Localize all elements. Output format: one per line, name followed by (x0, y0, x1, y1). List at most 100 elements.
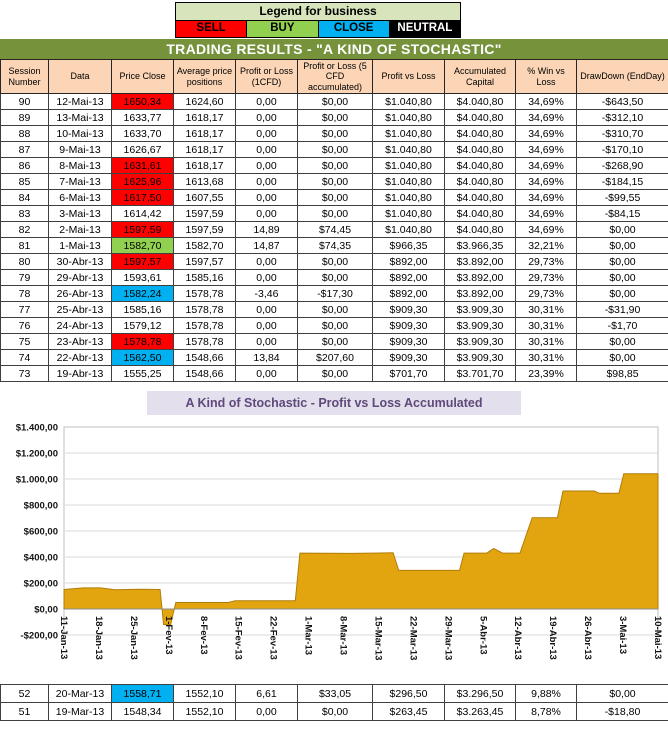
column-header[interactable]: Profit vs Loss (372, 58, 445, 95)
cell-cap[interactable]: $3.909,30 (444, 349, 516, 367)
cell-session[interactable]: 78 (0, 285, 49, 303)
cell-date[interactable]: 1-Mai-13 (48, 237, 112, 255)
cell-pl5[interactable]: $0,00 (297, 253, 373, 271)
cell-win[interactable]: 34,69% (515, 221, 577, 239)
cell-dd[interactable]: $0,00 (576, 253, 668, 271)
cell-session[interactable]: 82 (0, 221, 49, 239)
cell-cap[interactable]: $3.296,50 (444, 684, 516, 704)
cell-win[interactable]: 29,73% (515, 253, 577, 271)
cell-avg[interactable]: 1578,78 (173, 317, 236, 335)
cell-win[interactable]: 9,88% (515, 684, 577, 704)
cell-date[interactable]: 12-Mai-13 (48, 93, 112, 111)
cell-pl1[interactable]: 0,00 (235, 253, 298, 271)
cell-close[interactable]: 1562,50 (111, 349, 174, 367)
cell-close[interactable]: 1558,71 (111, 684, 174, 704)
cell-close[interactable]: 1593,61 (111, 269, 174, 287)
cell-close[interactable]: 1633,70 (111, 125, 174, 143)
column-header[interactable]: Profit or Loss (1CFD) (235, 58, 298, 95)
column-header[interactable]: Data (48, 58, 112, 95)
cell-session[interactable]: 51 (0, 702, 49, 722)
cell-date[interactable]: 13-Mai-13 (48, 109, 112, 127)
cell-session[interactable]: 90 (0, 93, 49, 111)
cell-dd[interactable]: -$184,15 (576, 173, 668, 191)
column-header[interactable]: Price Close (111, 58, 174, 95)
cell-dd[interactable]: -$310,70 (576, 125, 668, 143)
cell-cap[interactable]: $3.892,00 (444, 269, 516, 287)
cell-pvl[interactable]: $966,35 (372, 237, 445, 255)
cell-win[interactable]: 34,69% (515, 157, 577, 175)
cell-avg[interactable]: 1597,59 (173, 221, 236, 239)
cell-dd[interactable]: -$643,50 (576, 93, 668, 111)
cell-dd[interactable]: $0,00 (576, 333, 668, 351)
cell-pvl[interactable]: $892,00 (372, 269, 445, 287)
cell-close[interactable]: 1555,25 (111, 365, 174, 383)
cell-pl5[interactable]: $0,00 (297, 702, 373, 722)
cell-pl1[interactable]: -3,46 (235, 285, 298, 303)
cell-pl1[interactable]: 0,00 (235, 157, 298, 175)
cell-pl1[interactable]: 0,00 (235, 365, 298, 383)
cell-date[interactable]: 3-Mai-13 (48, 205, 112, 223)
cell-pl5[interactable]: $0,00 (297, 125, 373, 143)
cell-cap[interactable]: $3.966,35 (444, 237, 516, 255)
cell-session[interactable]: 87 (0, 141, 49, 159)
cell-pvl[interactable]: $701,70 (372, 365, 445, 383)
cell-win[interactable]: 29,73% (515, 269, 577, 287)
cell-close[interactable]: 1650,34 (111, 93, 174, 111)
cell-pl5[interactable]: $74,45 (297, 221, 373, 239)
cell-pl1[interactable]: 0,00 (235, 189, 298, 207)
cell-avg[interactable]: 1618,17 (173, 157, 236, 175)
cell-close[interactable]: 1582,24 (111, 285, 174, 303)
cell-close[interactable]: 1617,50 (111, 189, 174, 207)
cell-date[interactable]: 30-Abr-13 (48, 253, 112, 271)
cell-date[interactable]: 9-Mai-13 (48, 141, 112, 159)
cell-pvl[interactable]: $892,00 (372, 253, 445, 271)
cell-cap[interactable]: $3.909,30 (444, 317, 516, 335)
cell-win[interactable]: 30,31% (515, 301, 577, 319)
cell-pl5[interactable]: $0,00 (297, 141, 373, 159)
cell-date[interactable]: 19-Mar-13 (48, 702, 112, 722)
cell-pl5[interactable]: $207,60 (297, 349, 373, 367)
cell-pvl[interactable]: $263,45 (372, 702, 445, 722)
cell-dd[interactable]: -$268,90 (576, 157, 668, 175)
cell-avg[interactable]: 1582,70 (173, 237, 236, 255)
cell-pvl[interactable]: $1.040,80 (372, 141, 445, 159)
cell-cap[interactable]: $4.040,80 (444, 173, 516, 191)
cell-pl1[interactable]: 0,00 (235, 333, 298, 351)
cell-cap[interactable]: $3.909,30 (444, 333, 516, 351)
column-header[interactable]: % Win vs Loss (515, 58, 577, 95)
cell-date[interactable]: 25-Abr-13 (48, 301, 112, 319)
cell-win[interactable]: 8,78% (515, 702, 577, 722)
cell-pvl[interactable]: $909,30 (372, 349, 445, 367)
cell-cap[interactable]: $3.263,45 (444, 702, 516, 722)
cell-pl1[interactable]: 0,00 (235, 269, 298, 287)
cell-dd[interactable]: $0,00 (576, 285, 668, 303)
cell-cap[interactable]: $4.040,80 (444, 157, 516, 175)
cell-avg[interactable]: 1624,60 (173, 93, 236, 111)
cell-avg[interactable]: 1618,17 (173, 125, 236, 143)
cell-dd[interactable]: -$18,80 (576, 702, 668, 722)
cell-close[interactable]: 1614,42 (111, 205, 174, 223)
cell-session[interactable]: 79 (0, 269, 49, 287)
cell-date[interactable]: 8-Mai-13 (48, 157, 112, 175)
cell-date[interactable]: 24-Abr-13 (48, 317, 112, 335)
cell-pl5[interactable]: $0,00 (297, 157, 373, 175)
cell-close[interactable]: 1631,61 (111, 157, 174, 175)
cell-win[interactable]: 30,31% (515, 317, 577, 335)
cell-close[interactable]: 1625,96 (111, 173, 174, 191)
cell-dd[interactable]: $0,00 (576, 349, 668, 367)
cell-pvl[interactable]: $1.040,80 (372, 221, 445, 239)
cell-cap[interactable]: $3.701,70 (444, 365, 516, 383)
cell-pvl[interactable]: $909,30 (372, 333, 445, 351)
cell-cap[interactable]: $4.040,80 (444, 205, 516, 223)
cell-cap[interactable]: $4.040,80 (444, 109, 516, 127)
cell-date[interactable]: 2-Mai-13 (48, 221, 112, 239)
cell-cap[interactable]: $4.040,80 (444, 125, 516, 143)
column-header[interactable]: Session Number (0, 58, 49, 95)
cell-session[interactable]: 74 (0, 349, 49, 367)
cell-date[interactable]: 10-Mai-13 (48, 125, 112, 143)
cell-date[interactable]: 26-Abr-13 (48, 285, 112, 303)
cell-pvl[interactable]: $1.040,80 (372, 93, 445, 111)
cell-session[interactable]: 88 (0, 125, 49, 143)
cell-close[interactable]: 1578,78 (111, 333, 174, 351)
cell-cap[interactable]: $4.040,80 (444, 189, 516, 207)
